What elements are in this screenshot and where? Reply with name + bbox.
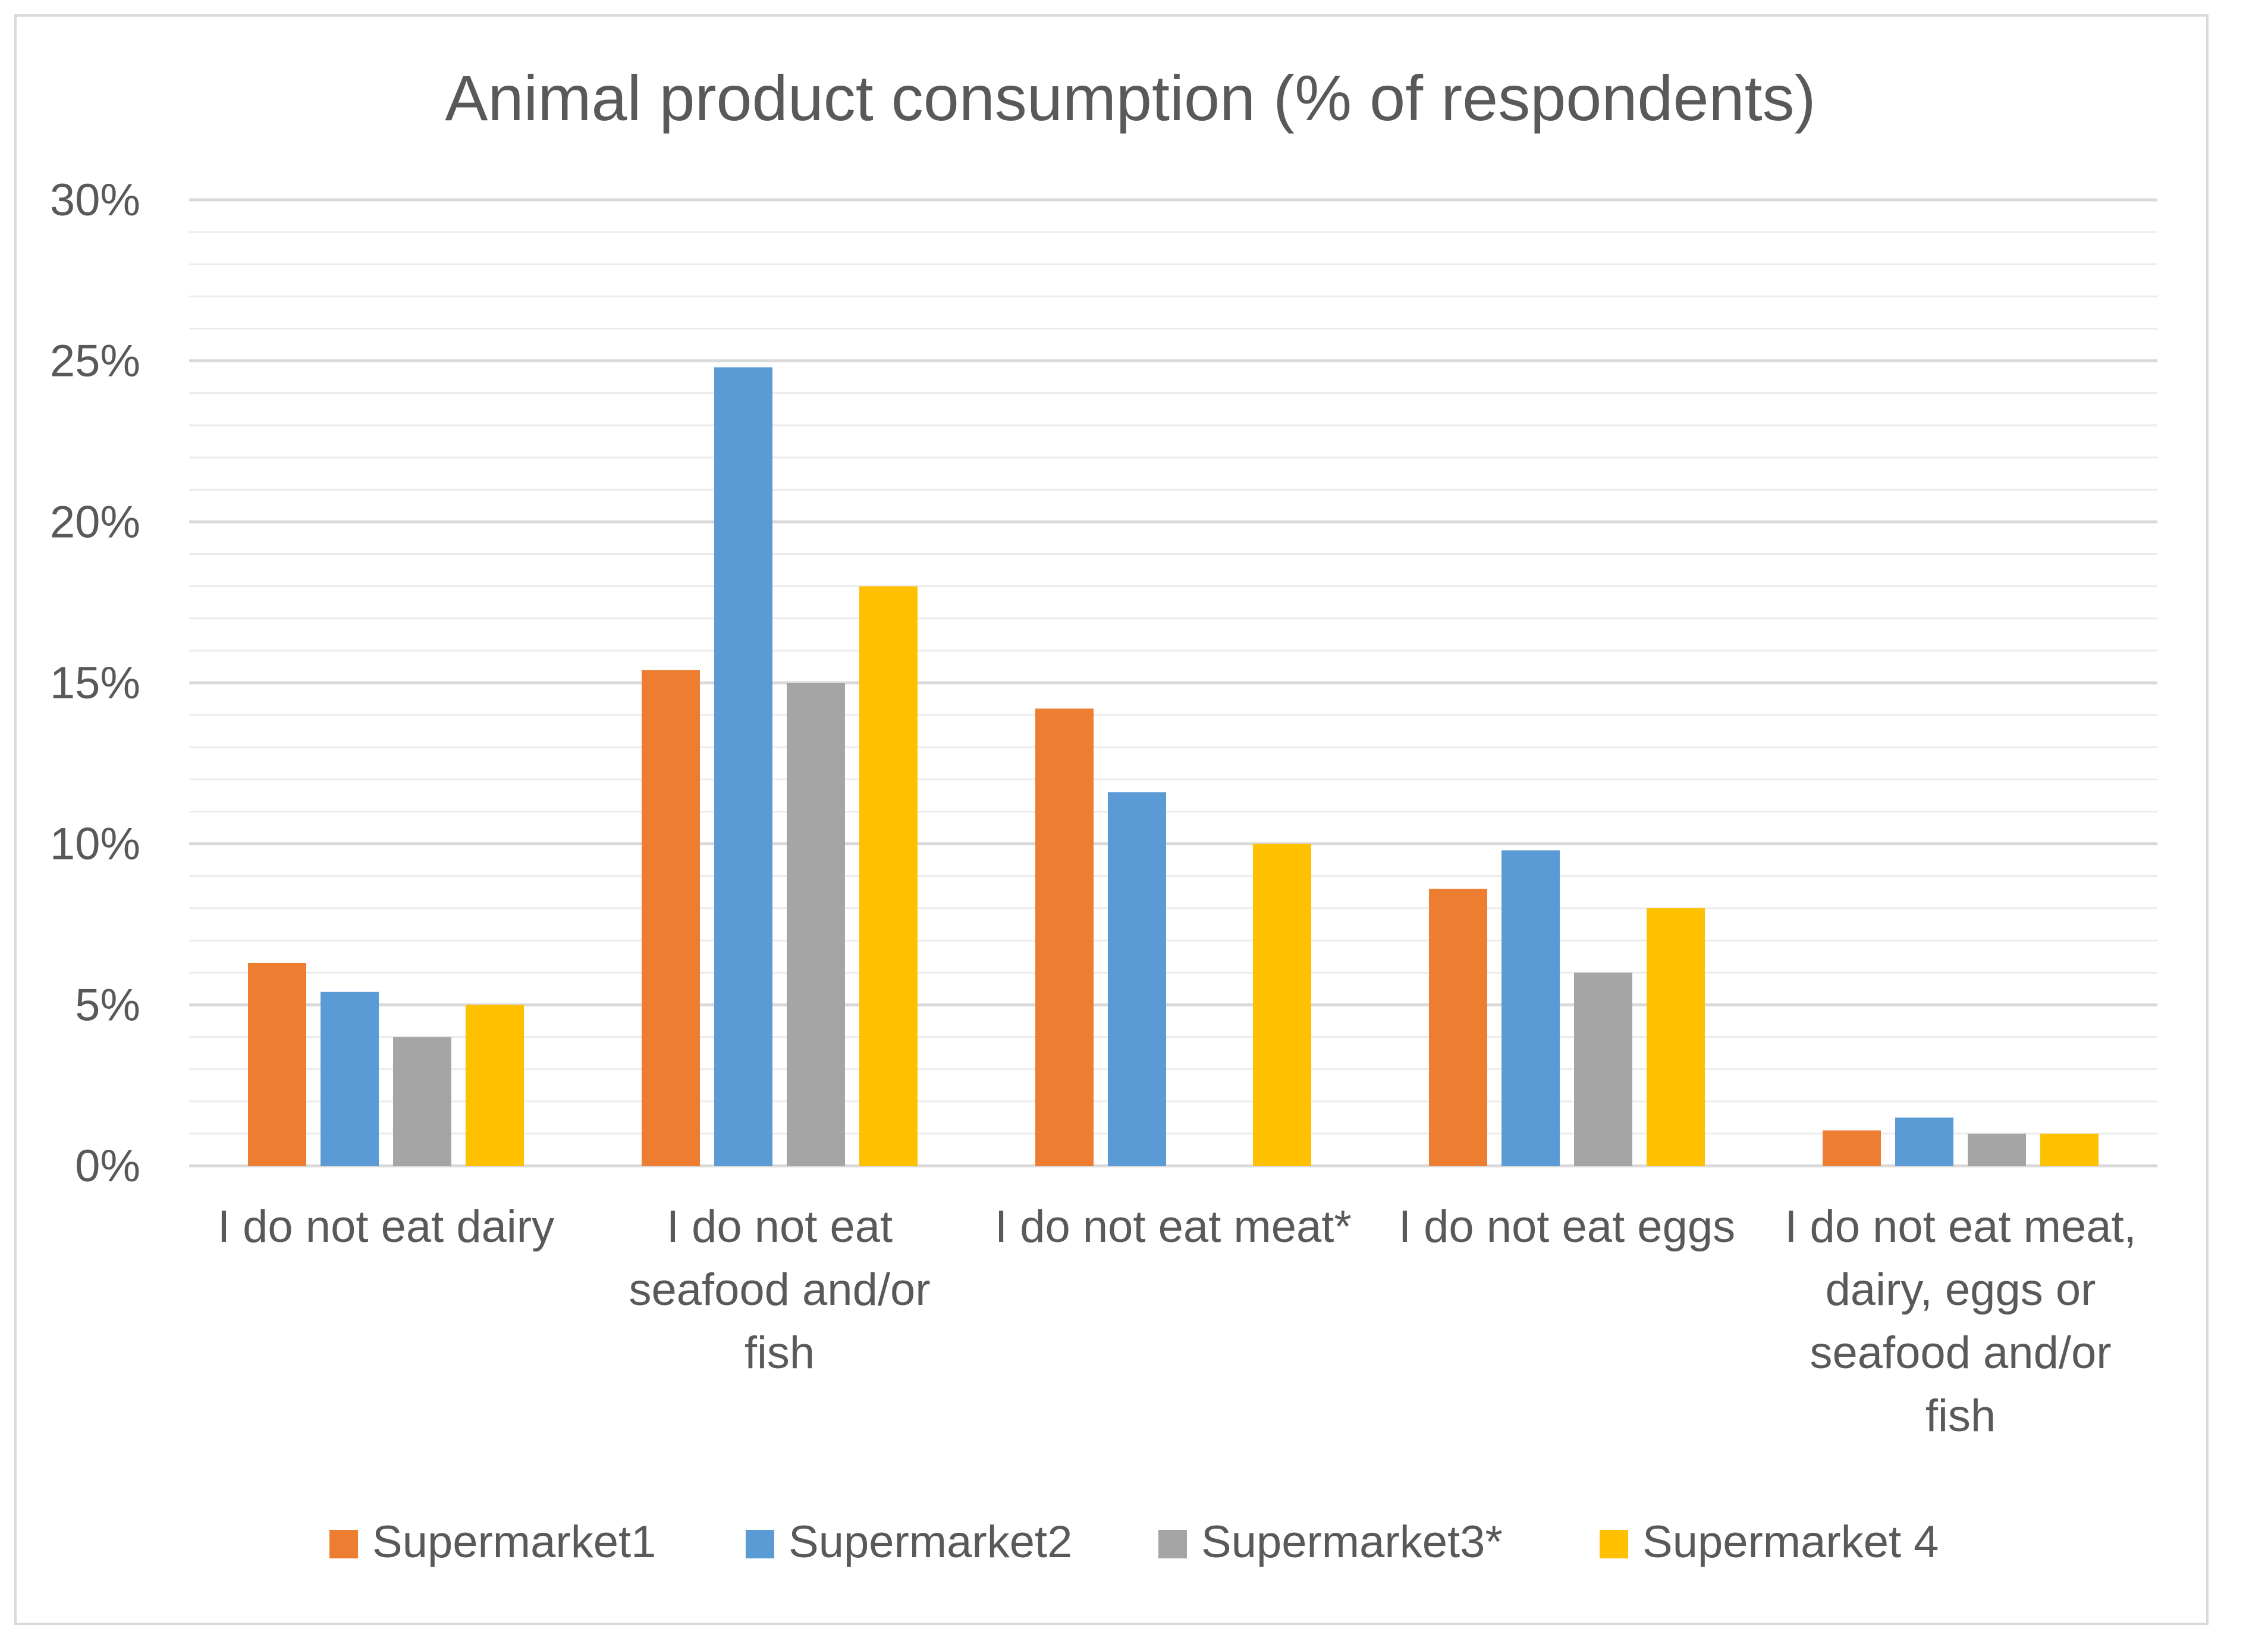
legend-label: Supermarket2 <box>789 1517 1072 1567</box>
bar-supermarket-4-cat5 <box>2040 1133 2099 1166</box>
bar-supermarket3-cat1 <box>393 1037 451 1166</box>
legend-item-1: Supermarket1 <box>329 1517 656 1567</box>
bar-supermarket1-cat5 <box>1823 1130 1881 1166</box>
y-tick-label: 15% <box>50 658 140 708</box>
x-category-label: I do not eat eggs <box>1399 1202 1735 1252</box>
bar-supermarket-4-cat1 <box>466 1005 524 1166</box>
bar-supermarket1-cat1 <box>248 962 306 1166</box>
bar-supermarket-4-cat2 <box>859 586 918 1166</box>
bar-supermarket2-cat1 <box>321 992 379 1166</box>
y-tick-label: 10% <box>50 819 140 870</box>
bar-supermarket3-cat2 <box>787 683 845 1166</box>
x-axis-categories: I do not eat dairy I do not eat seafood an… <box>218 1202 2137 1441</box>
x-category-label: I do not eat meat, dairy, eggs or seafood … <box>1785 1202 2137 1441</box>
y-tick-label: 20% <box>50 497 140 547</box>
legend-swatch <box>1158 1530 1187 1558</box>
y-tick-label: 30% <box>50 175 140 225</box>
y-axis-ticks: 0% 5% 10% 15% 20% 25% 30% <box>50 175 140 1191</box>
chart-frame: Animal product consumption (% of respond… <box>14 14 2209 1625</box>
bar-supermarket2-cat5 <box>1895 1117 1953 1166</box>
bar-supermarket2-cat4 <box>1501 850 1560 1166</box>
legend: Supermarket1 Supermarket2 Supermarket3* Sup… <box>329 1517 1939 1567</box>
legend-swatch <box>1600 1530 1628 1558</box>
legend-item-4: Supermarket 4 <box>1600 1517 1939 1567</box>
legend-swatch <box>329 1530 358 1558</box>
bar-supermarket2-cat2 <box>714 367 772 1166</box>
legend-swatch <box>746 1530 774 1558</box>
bar-supermarket-4-cat4 <box>1647 908 1705 1166</box>
y-tick-label: 0% <box>75 1141 140 1191</box>
legend-label: Supermarket1 <box>372 1517 656 1567</box>
legend-label: Supermarket3* <box>1201 1517 1503 1567</box>
bar-supermarket3-cat4 <box>1574 973 1632 1166</box>
bars <box>248 367 2099 1166</box>
x-category-label: I do not eat dairy <box>218 1202 554 1252</box>
y-tick-label: 25% <box>50 336 140 387</box>
bar-supermarket1-cat3 <box>1035 708 1094 1166</box>
y-tick-label: 5% <box>75 980 140 1030</box>
bar-supermarket2-cat3 <box>1108 792 1166 1166</box>
legend-label: Supermarket 4 <box>1642 1517 1939 1567</box>
x-category-label: I do not eat seafood and/or fish <box>629 1202 930 1378</box>
bar-supermarket-4-cat3 <box>1253 843 1311 1166</box>
bar-supermarket1-cat2 <box>642 670 700 1166</box>
chart-title: Animal product consumption (% of respond… <box>445 62 1815 134</box>
legend-item-3: Supermarket3* <box>1158 1517 1503 1567</box>
legend-item-2: Supermarket2 <box>746 1517 1072 1567</box>
bar-supermarket1-cat4 <box>1429 889 1487 1166</box>
bar-supermarket3-cat5 <box>1968 1133 2026 1166</box>
chart-svg: Animal product consumption (% of respond… <box>50 62 2157 1567</box>
x-category-label: I do not eat meat* <box>995 1202 1352 1252</box>
